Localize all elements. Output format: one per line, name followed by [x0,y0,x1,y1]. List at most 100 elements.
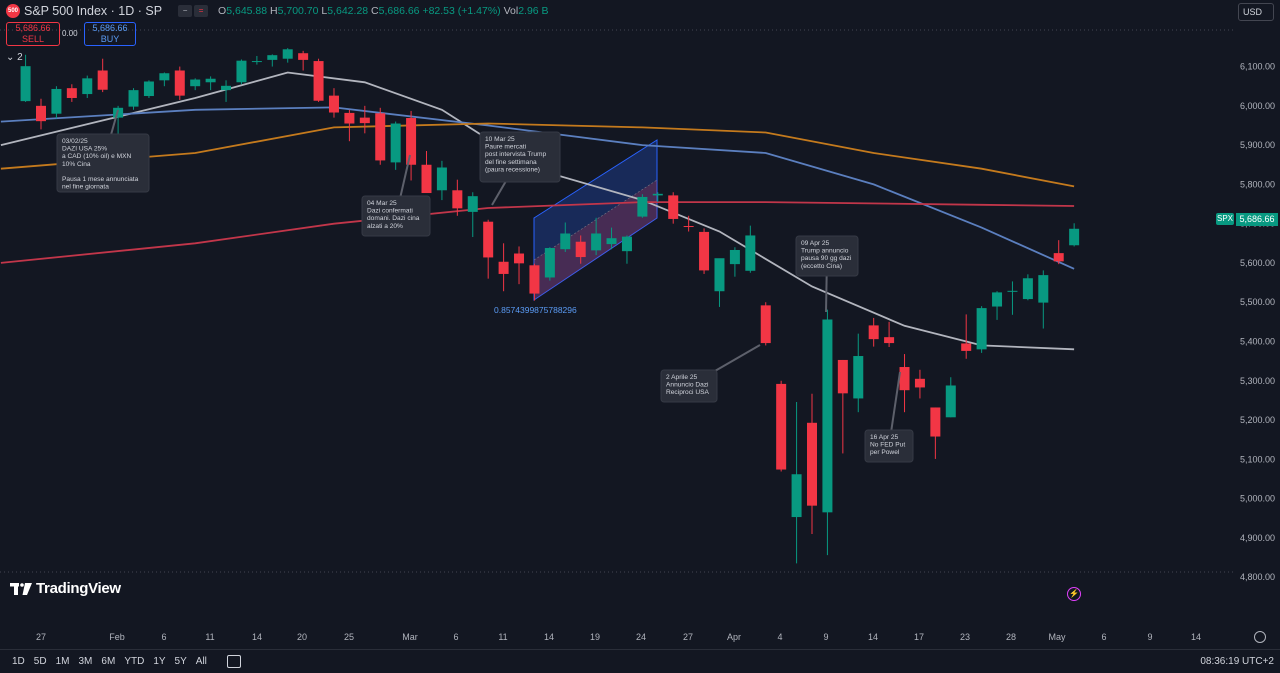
candle-body[interactable] [159,73,170,81]
currency-select[interactable]: USD [1238,3,1274,21]
candle-body[interactable] [483,221,494,258]
timeframe-1d[interactable]: 1D [12,656,25,667]
candle-body[interactable] [699,231,710,271]
candle-body[interactable] [745,235,756,271]
annotation-box[interactable] [56,133,150,193]
annotation-text: alzati a 20% [367,223,403,230]
candle-body[interactable] [652,193,663,196]
timeframe-5d[interactable]: 5D [33,656,47,667]
candle-body[interactable] [20,66,31,102]
candle-body[interactable] [560,233,571,250]
candle-body[interactable] [606,238,617,245]
candle-body[interactable] [729,249,740,265]
candle-body[interactable] [992,292,1003,307]
timeframe-1m[interactable]: 1M [55,656,70,667]
annotation-box[interactable] [795,235,859,277]
symbol-title[interactable]: S&P 500 Index · 1D · SP [24,4,163,18]
candle-body[interactable] [591,233,602,251]
indicator-buttons: − = [178,5,209,17]
candle-body[interactable] [390,123,401,163]
collapse-toggle[interactable]: ⌄ 2 [6,52,23,63]
candle-body[interactable] [853,356,864,399]
annotation-box[interactable] [479,131,561,183]
candle-body[interactable] [807,422,817,506]
equals-icon[interactable]: = [194,5,209,17]
candle-body[interactable] [97,70,108,90]
candle-body[interactable] [976,308,987,350]
sell-button[interactable]: 5,686.66 SELL [6,22,60,46]
candle-body[interactable] [1053,253,1064,262]
candle-body[interactable] [575,241,586,258]
candle-body[interactable] [51,88,62,114]
candle-body[interactable] [498,261,509,274]
candle-body[interactable] [236,60,247,83]
timeframe-6m[interactable]: 6M [101,656,116,667]
candle-body[interactable] [406,118,417,165]
candle-body[interactable] [344,112,355,124]
candle-body[interactable] [822,319,833,513]
candle-body[interactable] [945,385,956,418]
candle-body[interactable] [1022,278,1033,300]
buy-button[interactable]: 5,686.66 BUY [84,22,136,46]
candle-body[interactable] [961,343,972,351]
annotation-box[interactable] [361,195,431,237]
candle-body[interactable] [143,81,154,97]
minus-icon[interactable]: − [178,5,193,17]
timeframe-5y[interactable]: 5Y [174,656,187,667]
candle-body[interactable] [637,196,648,217]
candle-body[interactable] [621,236,632,252]
tradingview-logo[interactable]: TradingView [10,580,121,597]
candle-body[interactable] [128,90,139,107]
candle-body[interactable] [436,167,447,191]
candle-body[interactable] [190,79,201,87]
candle-body[interactable] [514,253,525,264]
candle-body[interactable] [251,61,262,63]
calendar-icon[interactable] [226,655,241,668]
candle-body[interactable] [930,407,941,437]
candle-body[interactable] [899,367,910,391]
gear-icon[interactable] [1254,631,1266,643]
candle-body[interactable] [36,105,46,122]
candle-body[interactable] [313,61,324,101]
time-tick-label: 23 [960,632,970,642]
timeframe-1y[interactable]: 1Y [153,656,166,667]
candle-body[interactable] [82,78,93,95]
candle-body[interactable] [668,195,679,219]
timeframe-all[interactable]: All [195,656,207,667]
lightning-icon[interactable]: ⚡ [1067,587,1081,601]
annotation-box[interactable] [864,429,914,463]
candle-body[interactable] [544,248,555,278]
candle-body[interactable] [683,226,694,228]
annotation-box[interactable] [660,369,718,403]
candle-body[interactable] [1007,290,1018,292]
candle-body[interactable] [1069,228,1080,246]
candle-body[interactable] [282,49,293,59]
candle-body[interactable] [791,474,802,518]
candle-body[interactable] [884,337,895,344]
annotation-text: Pausa 1 mese annunciata [62,176,139,183]
candle-body[interactable] [267,55,278,60]
candle-body[interactable] [375,113,386,161]
candle-body[interactable] [714,258,725,292]
candle-body[interactable] [776,383,787,470]
candle-body[interactable] [452,190,463,209]
timeframe-3m[interactable]: 3M [78,656,93,667]
candle-body[interactable] [837,359,848,394]
candle-body[interactable] [868,325,879,340]
candle-body[interactable] [529,265,540,294]
candle-body[interactable] [359,117,370,124]
candle-body[interactable] [760,305,771,344]
candle-body[interactable] [66,88,77,98]
candle-body[interactable] [298,53,309,60]
candle-body[interactable] [421,164,432,194]
candle-body[interactable] [914,378,925,388]
timeframe-ytd[interactable]: YTD [124,656,145,667]
candle-body[interactable] [174,70,185,96]
candle-body[interactable] [221,85,232,91]
candle-body[interactable] [467,196,478,212]
candle-body[interactable] [205,78,216,83]
candle-body[interactable] [328,95,339,113]
candle-body[interactable] [1038,275,1049,303]
